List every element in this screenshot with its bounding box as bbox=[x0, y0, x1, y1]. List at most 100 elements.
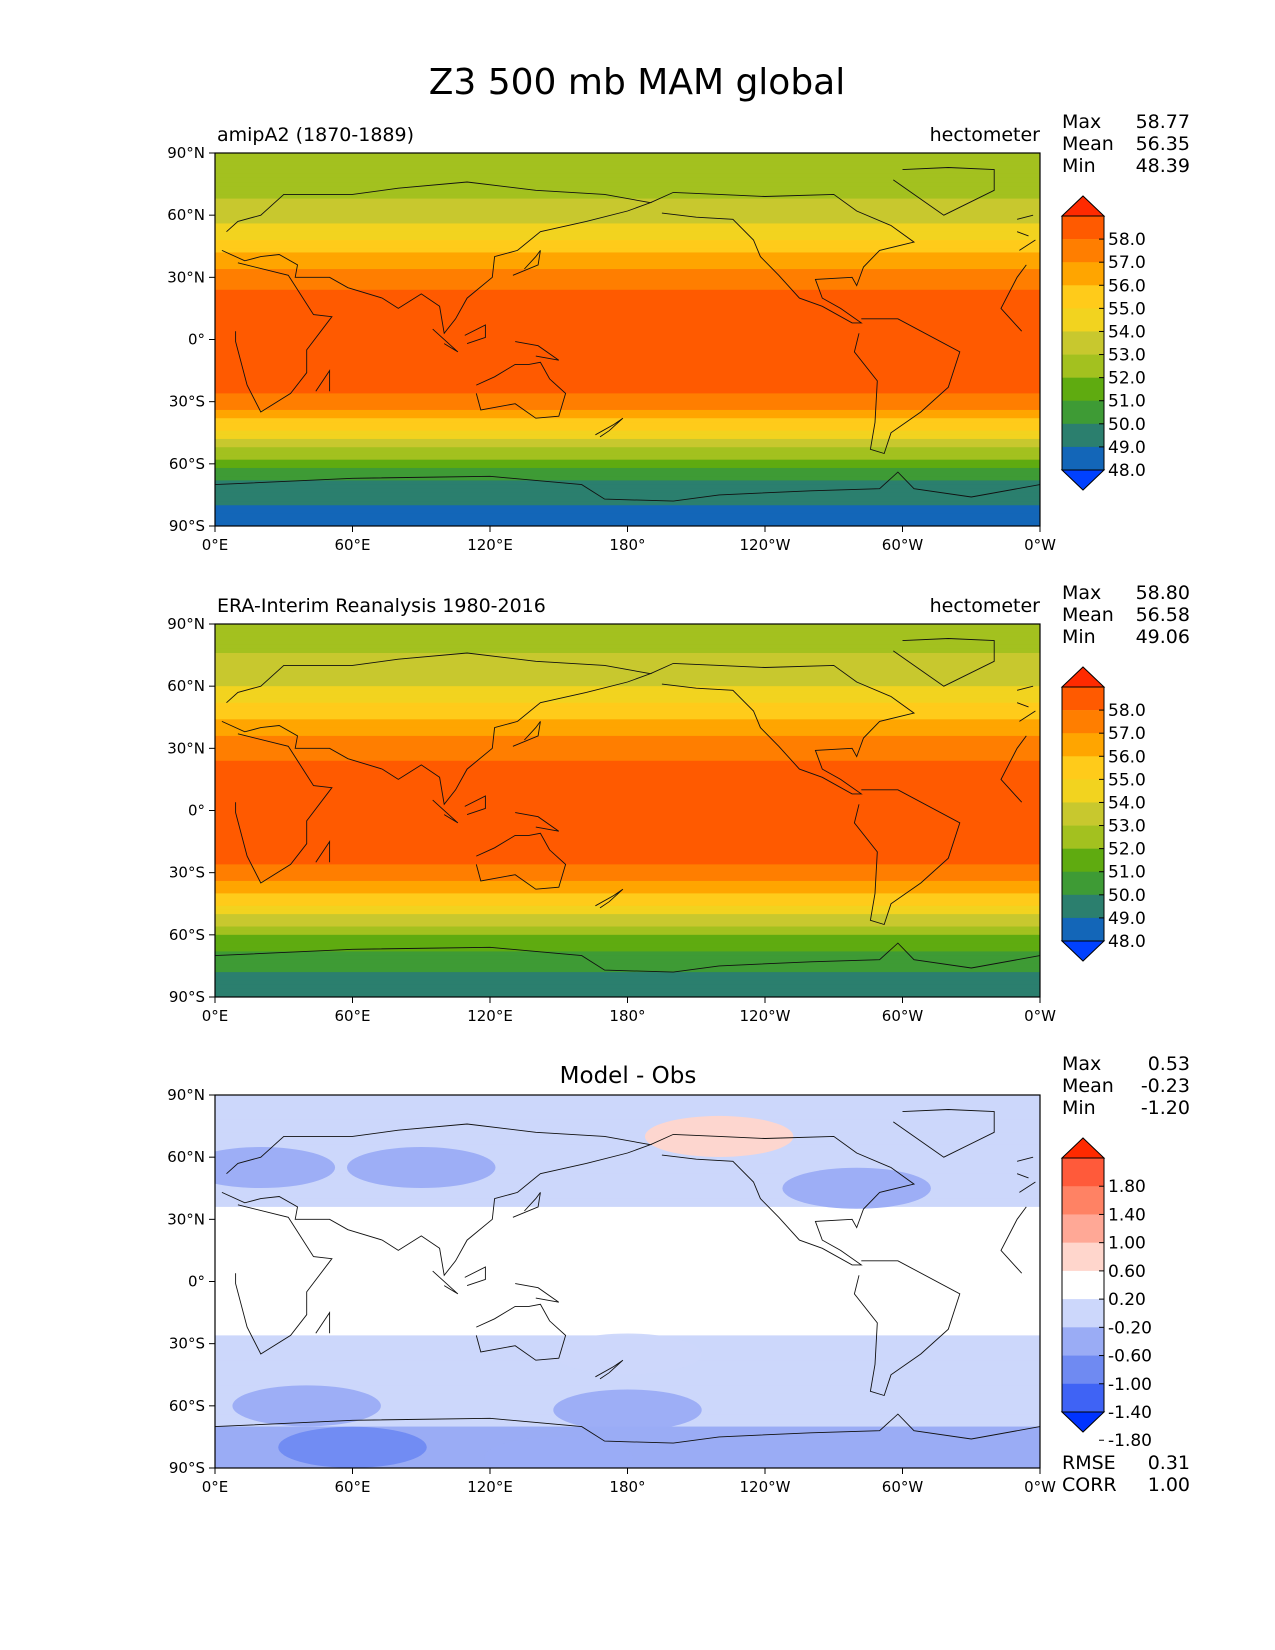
field-band bbox=[215, 322, 1040, 328]
field-band bbox=[215, 1434, 1040, 1440]
field-band bbox=[215, 1215, 1040, 1220]
y-tick-label: 30°S bbox=[169, 1335, 205, 1353]
colorbar-label: 49.0 bbox=[1108, 909, 1146, 929]
field-band bbox=[215, 165, 1040, 171]
coastline bbox=[650, 1133, 916, 1266]
colorbar-label: 50.0 bbox=[1108, 415, 1146, 435]
field-band bbox=[215, 715, 1040, 720]
field-band bbox=[215, 521, 1040, 526]
field-band bbox=[215, 393, 1040, 399]
field-band bbox=[215, 231, 1040, 237]
field-band bbox=[215, 1256, 1040, 1262]
stat-value: 56.35 bbox=[1136, 133, 1190, 155]
field-band bbox=[215, 227, 1040, 233]
field-band bbox=[215, 947, 1040, 953]
field-band bbox=[215, 1148, 1040, 1154]
colorbar-segment bbox=[1062, 400, 1104, 425]
field-band bbox=[215, 211, 1040, 216]
field-band bbox=[215, 1103, 1040, 1109]
field-band bbox=[215, 356, 1040, 361]
coastline bbox=[432, 799, 459, 824]
field-band bbox=[215, 447, 1040, 452]
field-band bbox=[215, 856, 1040, 861]
field-band bbox=[215, 851, 1040, 857]
field-band bbox=[215, 885, 1040, 890]
coastline bbox=[215, 471, 1040, 502]
anomaly-region bbox=[347, 1147, 496, 1189]
field-band bbox=[215, 1430, 1040, 1436]
x-tick-label: 60°W bbox=[882, 536, 924, 554]
panel-model: amipA2 (1870-1889) hectometer 0°E 60°E 120… bbox=[167, 111, 1190, 554]
field-band bbox=[215, 653, 1040, 658]
field-band bbox=[215, 1107, 1040, 1113]
field-band bbox=[215, 988, 1040, 994]
field-band bbox=[215, 769, 1040, 774]
panel-title: Model - Obs bbox=[560, 1063, 697, 1089]
colorbar-segment bbox=[1062, 1299, 1104, 1328]
field-band bbox=[215, 235, 1040, 241]
field-band bbox=[215, 1223, 1040, 1229]
coastline bbox=[893, 1109, 995, 1158]
colorbar-label: 1.00 bbox=[1108, 1234, 1146, 1254]
y-tick-label: 0° bbox=[188, 802, 205, 820]
colorbar-label: 52.0 bbox=[1108, 369, 1146, 389]
field-band bbox=[215, 252, 1040, 258]
colorbar-segment bbox=[1062, 262, 1104, 286]
stat-label: Mean bbox=[1062, 604, 1114, 626]
field-band bbox=[215, 889, 1040, 894]
coastline bbox=[515, 341, 560, 361]
field-band bbox=[215, 764, 1040, 770]
field-band bbox=[215, 1318, 1040, 1324]
field-band bbox=[215, 240, 1040, 245]
colorbar-segment bbox=[1062, 733, 1104, 757]
field-band bbox=[215, 644, 1040, 650]
coastline bbox=[464, 324, 486, 345]
field-band bbox=[215, 677, 1040, 683]
anomaly-region bbox=[553, 1389, 702, 1431]
coastline bbox=[215, 942, 1040, 973]
colorbar-label: 57.0 bbox=[1108, 724, 1146, 744]
field-band bbox=[215, 690, 1040, 696]
colorbar-extend-top bbox=[1060, 666, 1106, 688]
field-band bbox=[215, 918, 1040, 923]
coastline bbox=[1016, 685, 1034, 691]
colorbar-label: 53.0 bbox=[1108, 346, 1146, 366]
field-band bbox=[215, 698, 1040, 704]
field-band bbox=[215, 476, 1040, 482]
field-band bbox=[215, 269, 1040, 274]
field-band bbox=[215, 405, 1040, 411]
coastlines bbox=[215, 1109, 1040, 1444]
coastline bbox=[475, 1303, 567, 1361]
field-band bbox=[215, 194, 1040, 200]
field-band bbox=[215, 860, 1040, 865]
stat-label: Max bbox=[1062, 111, 1101, 133]
field-band bbox=[215, 467, 1040, 473]
field-band bbox=[215, 669, 1040, 675]
coastline bbox=[595, 888, 624, 909]
field-band bbox=[215, 798, 1040, 803]
field-band bbox=[215, 1240, 1040, 1245]
field-band bbox=[215, 897, 1040, 903]
field-band bbox=[215, 331, 1040, 336]
coastline bbox=[1019, 239, 1036, 251]
colorbar-label: 53.0 bbox=[1108, 817, 1146, 837]
field-band bbox=[215, 1161, 1040, 1167]
field-band bbox=[215, 285, 1040, 291]
colorbar-label: -1.40 bbox=[1108, 1403, 1152, 1423]
field-band bbox=[215, 843, 1040, 849]
x-tick-label: 60°E bbox=[334, 1478, 370, 1496]
stat-value: 56.58 bbox=[1136, 604, 1190, 626]
colorbar-segment bbox=[1062, 802, 1104, 826]
field-band bbox=[215, 847, 1040, 853]
coastline bbox=[853, 318, 961, 455]
colorbar-segment bbox=[1062, 354, 1104, 378]
anomaly-region bbox=[215, 1147, 336, 1189]
field-band bbox=[215, 628, 1040, 633]
stat-label: Min bbox=[1062, 626, 1096, 648]
metric-value: 0.31 bbox=[1148, 1452, 1190, 1474]
field-band bbox=[215, 1227, 1040, 1233]
colorbar-label: 55.0 bbox=[1108, 299, 1146, 319]
field-band bbox=[215, 868, 1040, 874]
field-band bbox=[215, 1269, 1040, 1274]
field-band bbox=[215, 943, 1040, 948]
